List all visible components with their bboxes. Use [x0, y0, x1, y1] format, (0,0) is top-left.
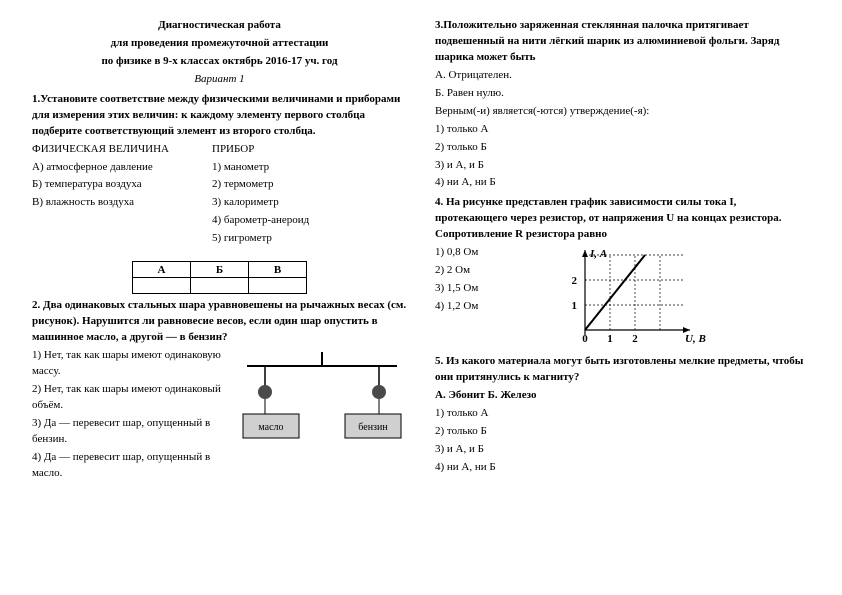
q1-right-3: 4) барометр-анероид — [212, 213, 309, 229]
q5-a2: 3) и А, и Б — [435, 442, 810, 458]
variant: Вариант 1 — [32, 72, 407, 88]
q3-a2: 3) и А, и Б — [435, 158, 810, 174]
q3-a3: 4) ни А, ни Б — [435, 175, 810, 191]
q5-a3: 4) ни А, ни Б — [435, 460, 810, 476]
right-column: 3.Положительно заряженная стеклянная пал… — [421, 18, 818, 577]
q1-right-1: 2) термометр — [212, 177, 309, 193]
y-tick-2: 2 — [572, 275, 578, 287]
x-tick-2: 2 — [632, 333, 638, 345]
bucket-label-left: масло — [258, 422, 283, 433]
q1-th-2: В — [249, 262, 307, 278]
q2-a0: 1) Нет, так как шары имеют одинаковую ма… — [32, 348, 237, 380]
q4-a3: 4) 1,2 Ом — [435, 299, 525, 315]
q2-a2: 3) Да — перевесит шар, опущенный в бензи… — [32, 416, 237, 448]
x-axis-label: U, В — [685, 333, 706, 345]
q4-stem: 4. На рисунке представлен график зависим… — [435, 195, 810, 243]
q3-sub2: Б. Равен нулю. — [435, 86, 810, 102]
q1-th-1: Б — [191, 262, 249, 278]
q5-a1: 2) только Б — [435, 424, 810, 440]
q2-figure: масло бензин — [237, 348, 407, 452]
q1-left-2: В) влажность воздуха — [32, 195, 212, 211]
question-5: 5. Из какого материала могут быть изгото… — [435, 354, 810, 476]
title-line3: по физике в 9-х классах октябрь 2016-17 … — [32, 54, 407, 70]
q3-a1: 2) только Б — [435, 140, 810, 156]
question-1: 1.Установите соответствие между физическ… — [32, 92, 407, 294]
title-line1: Диагностическая работа — [32, 18, 407, 34]
q4-a1: 2) 2 Ом — [435, 263, 525, 279]
q3-prompt: Верным(-и) является(-ются) утверждение(-… — [435, 104, 810, 120]
q1-left-header: ФИЗИЧЕСКАЯ ВЕЛИЧИНА — [32, 142, 212, 158]
q1-left-0: А) атмосферное давление — [32, 160, 212, 176]
title-line2: для проведения промежуточной аттестации — [32, 36, 407, 52]
left-column: Диагностическая работа для проведения пр… — [24, 18, 421, 577]
q4-a2: 3) 1,5 Ом — [435, 281, 525, 297]
bucket-label-right: бензин — [358, 422, 388, 433]
x-tick-0: 0 — [582, 333, 588, 345]
q4-answers: 1) 0,8 Ом 2) 2 Ом 3) 1,5 Ом 4) 1,2 Ом — [435, 245, 525, 317]
q4-graph: I, А U, В 1 2 0 1 2 — [555, 245, 715, 350]
q5-a0: 1) только А — [435, 406, 810, 422]
q1-stem: 1.Установите соответствие между физическ… — [32, 92, 407, 140]
q2-stem: 2. Два одинаковых стальных шара уравнове… — [32, 298, 407, 346]
q1-answer-table: А Б В — [132, 261, 307, 294]
q1-right-0: 1) манометр — [212, 160, 309, 176]
q1-left-col: ФИЗИЧЕСКАЯ ВЕЛИЧИНА А) атмосферное давле… — [32, 142, 212, 250]
q1-left-1: Б) температура воздуха — [32, 177, 212, 193]
y-axis-label: I, А — [589, 248, 607, 260]
q1-right-4: 5) гигрометр — [212, 231, 309, 247]
q3-sub1: А. Отрицателен. — [435, 68, 810, 84]
question-4: 4. На рисунке представлен график зависим… — [435, 195, 810, 350]
q1-right-2: 3) калориметр — [212, 195, 309, 211]
q5-sub: А. Эбонит Б. Железо — [435, 388, 810, 404]
q1-right-header: ПРИБОР — [212, 142, 309, 158]
q1-th-0: А — [133, 262, 191, 278]
y-tick-1: 1 — [572, 300, 578, 312]
q2-a3: 4) Да — перевесит шар, опущенный в масло… — [32, 450, 237, 482]
question-2: 2. Два одинаковых стальных шара уравнове… — [32, 298, 407, 483]
q1-cell-1 — [191, 278, 249, 294]
q2-answers: 1) Нет, так как шары имеют одинаковую ма… — [32, 348, 237, 484]
title-block: Диагностическая работа для проведения пр… — [32, 18, 407, 88]
q1-cell-0 — [133, 278, 191, 294]
q5-stem: 5. Из какого материала могут быть изгото… — [435, 354, 810, 386]
q1-right-col: ПРИБОР 1) манометр 2) термометр 3) калор… — [212, 142, 309, 250]
question-3: 3.Положительно заряженная стеклянная пал… — [435, 18, 810, 191]
x-tick-1: 1 — [607, 333, 613, 345]
q2-a1: 2) Нет, так как шары имеют одинаковый об… — [32, 382, 237, 414]
q3-a0: 1) только А — [435, 122, 810, 138]
q1-columns: ФИЗИЧЕСКАЯ ВЕЛИЧИНА А) атмосферное давле… — [32, 142, 407, 250]
q4-a0: 1) 0,8 Ом — [435, 245, 525, 261]
q3-stem: 3.Положительно заряженная стеклянная пал… — [435, 18, 810, 66]
balance-svg: масло бензин — [237, 352, 407, 452]
q1-cell-2 — [249, 278, 307, 294]
